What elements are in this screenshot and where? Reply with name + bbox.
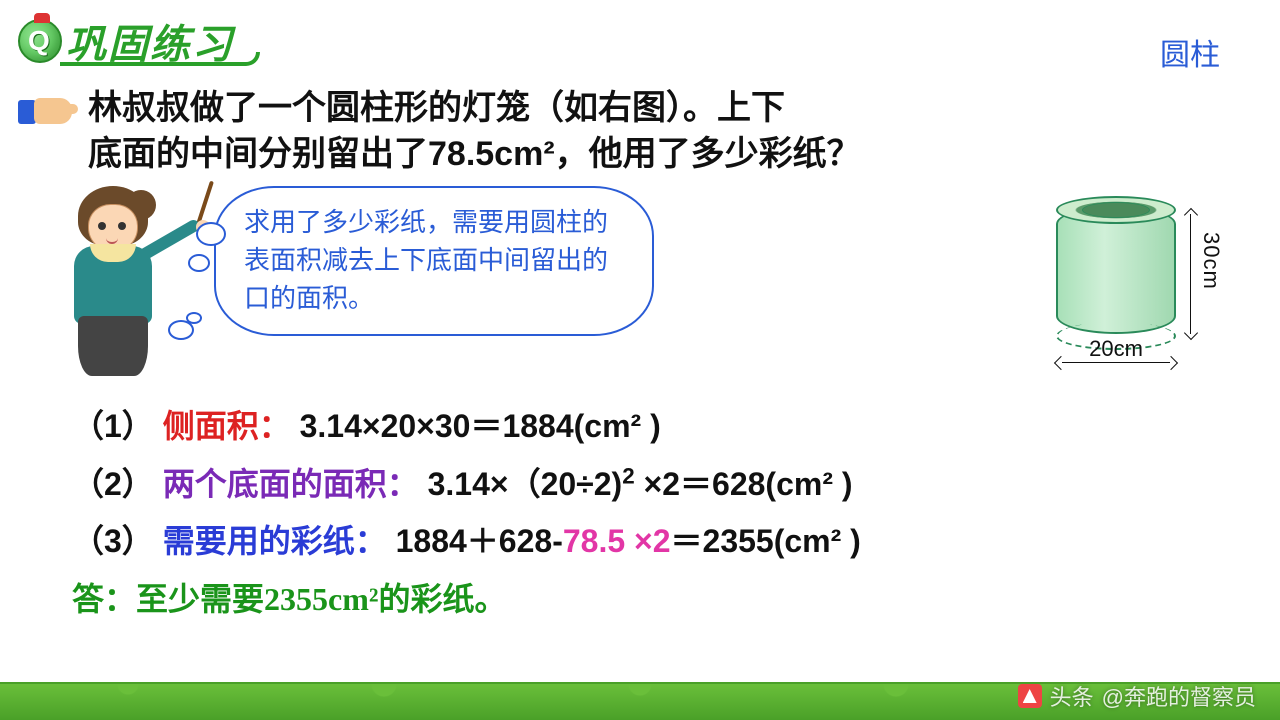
watermark-prefix: 头条 [1050,680,1094,712]
watermark: 头条 @奔跑的督察员 [1018,680,1256,712]
step-num: （1） [72,408,154,444]
question-line1: 林叔叔做了一个圆柱形的灯笼（如右图）。上下 [88,89,785,127]
thought-bubble: 求用了多少彩纸，需要用圆柱的表面积减去上下底面中间留出的口的面积。 [214,186,654,336]
bubble-tail-icon [186,312,202,324]
step-expr: ×2＝628(cm² ) [644,466,853,502]
answer-line: 答：至少需要2355cm²的彩纸。 [72,571,1240,629]
bubble-text: 求用了多少彩纸，需要用圆柱的表面积减去上下底面中间留出的口的面积。 [244,204,624,317]
watermark-author: @奔跑的督察员 [1102,680,1256,712]
question-line2: 底面的中间分别留出了78.5cm²，他用了多少彩纸？ [88,135,861,173]
step-expr: ＝2355(cm² ) [671,523,861,559]
step-highlight: 78.5 ×2 [563,523,671,559]
step-3: （3） 需要用的彩纸： 1884＋628-78.5 ×2＝2355(cm² ) [72,513,1240,571]
cylinder-diagram: 30cm 20cm [1038,190,1238,360]
diameter-label: 20cm [1056,336,1176,362]
toutiao-logo-icon [1018,684,1042,708]
height-label: 30cm [1198,232,1224,290]
pointing-hand-icon [18,92,76,132]
step-1: （1） 侧面积： 3.14×20×30＝1884(cm² ) [72,398,1240,456]
step-label: 两个底面的面积： [163,466,419,502]
header-underline [60,52,260,66]
solution-steps: （1） 侧面积： 3.14×20×30＝1884(cm² ) （2） 两个底面的… [72,398,1240,628]
step-expr: 1884＋628- [396,523,563,559]
q-logo-icon: Q [18,19,62,63]
step-num: （2） [72,466,154,502]
step-num: （3） [72,523,154,559]
question-text: 林叔叔做了一个圆柱形的灯笼（如右图）。上下 底面的中间分别留出了78.5cm²，… [88,86,1244,178]
step-label: 需要用的彩纸： [163,523,387,559]
step-2: （2） 两个底面的面积： 3.14×（20÷2)2 ×2＝628(cm² ) [72,456,1240,514]
step-expr: 3.14×（20÷2) [428,466,623,502]
q-letter: Q [28,25,50,57]
teacher-illustration [30,186,190,396]
diameter-dimension: 20cm [1056,340,1176,370]
height-dimension: 30cm [1184,210,1228,338]
step-expr: 3.14×20×30＝1884(cm² ) [300,408,661,444]
exponent: 2 [622,463,634,488]
topic-label: 圆柱 [1160,30,1220,74]
step-label: 侧面积： [163,408,291,444]
